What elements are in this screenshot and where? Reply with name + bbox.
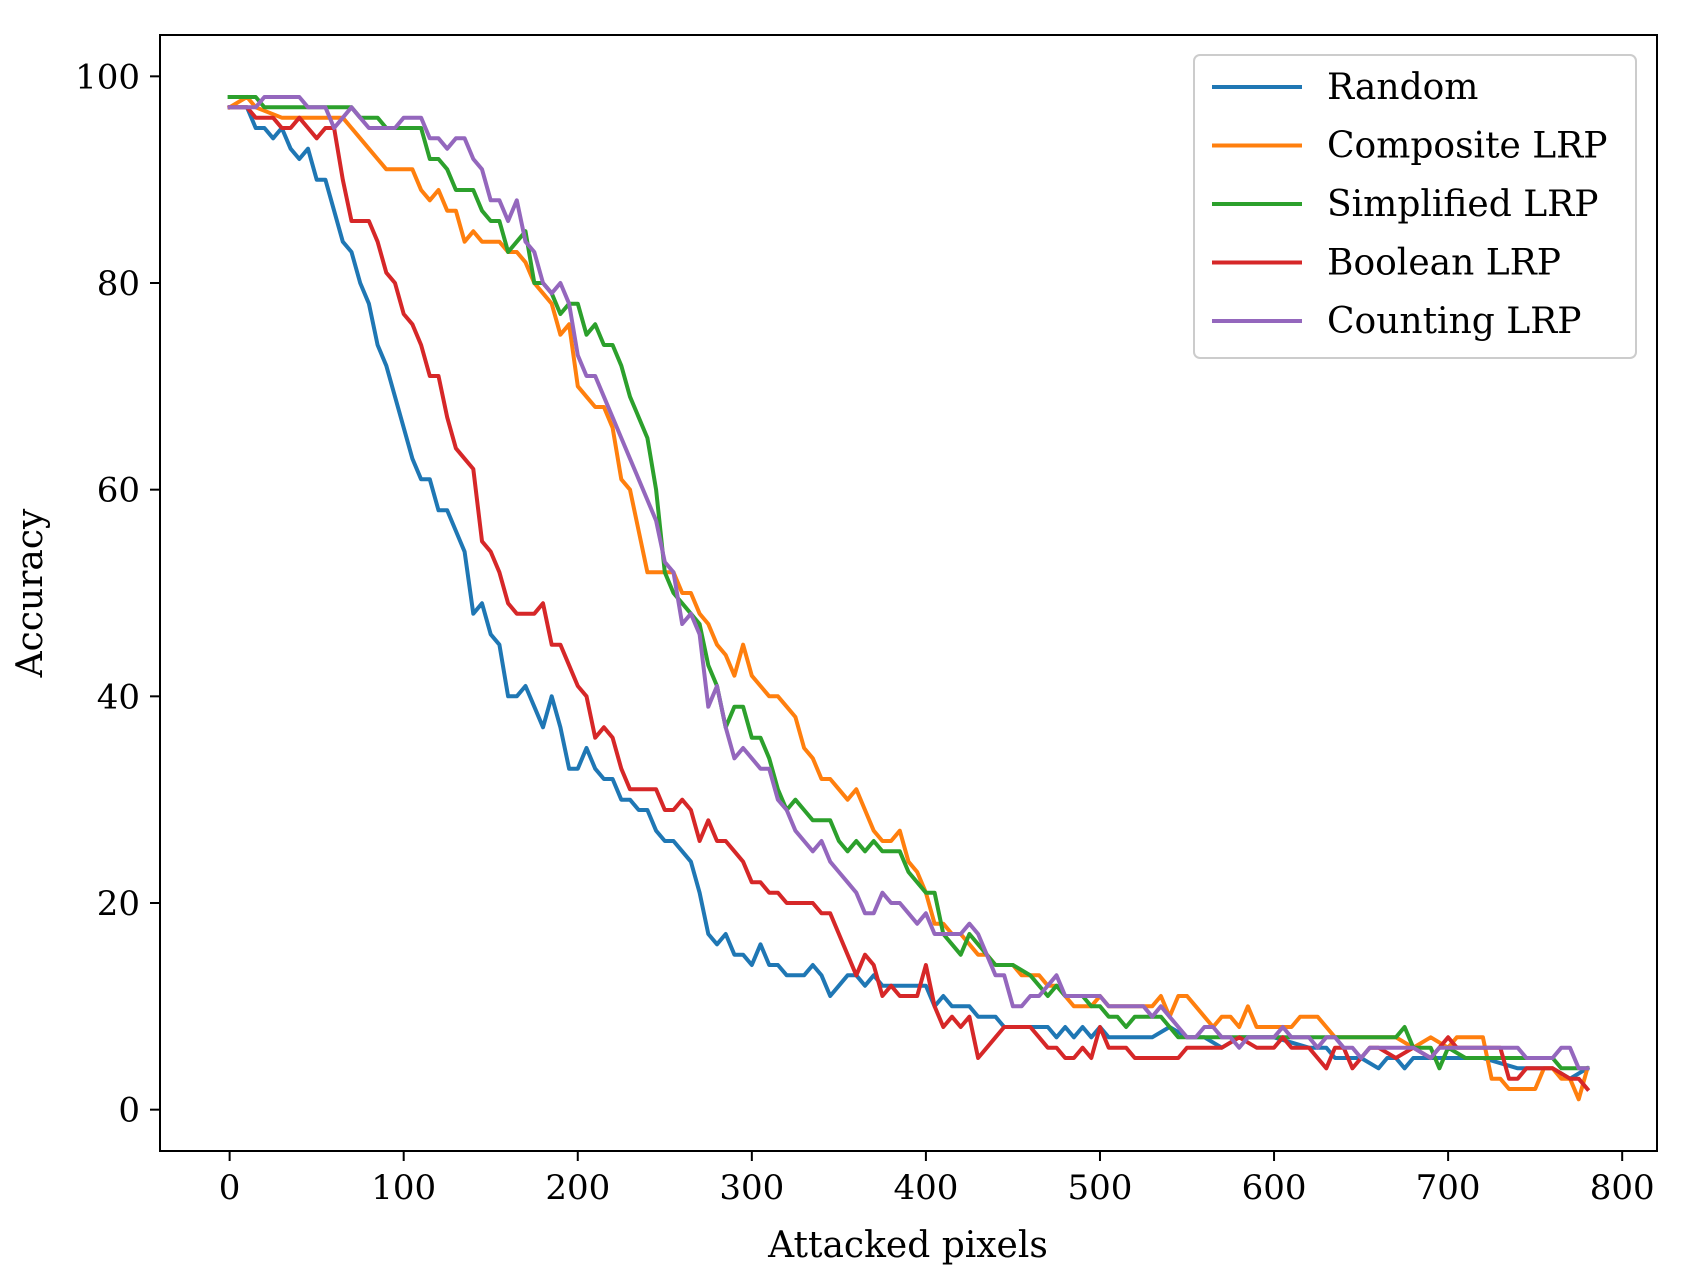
x-tick-label: 700 (1416, 1168, 1481, 1208)
legend: Random Composite LRP Simplified LRP Boolean… (1193, 54, 1637, 359)
y-tick-label: 100 (75, 57, 140, 97)
series-line-composite-lrp (226, 95, 1590, 1102)
y-tick-label: 20 (97, 884, 140, 924)
y-axis-label: Accuracy (10, 508, 51, 678)
series-line-random (227, 105, 1591, 1081)
plot-area-frame (159, 34, 1658, 1152)
y-tick-label: 60 (97, 471, 140, 511)
legend-box (1193, 54, 1637, 359)
y-tick-label: 40 (97, 677, 140, 717)
x-tick-label: 400 (893, 1168, 958, 1208)
x-tick-label: 100 (371, 1168, 436, 1208)
legend-label-composite-lrp: Composite LRP (1327, 126, 1608, 167)
series-line-counting-lrp (227, 95, 1590, 1071)
legend-label-simplified-lrp: Simplified LRP (1327, 184, 1598, 225)
legend-label-boolean-lrp: Boolean LRP (1327, 243, 1561, 284)
legend-items: Random Composite LRP Simplified LRP Boolean… (1212, 67, 1608, 342)
x-tick-label: 800 (1590, 1168, 1655, 1208)
x-tick-label: 600 (1242, 1168, 1307, 1208)
x-tick-label: 200 (545, 1168, 610, 1208)
legend-label-random: Random (1327, 67, 1478, 108)
y-tick-label: 80 (97, 264, 140, 304)
x-tick-label: 500 (1068, 1168, 1133, 1208)
legend-label-counting-lrp: Counting LRP (1327, 301, 1581, 342)
x-axis-label: Attacked pixels (767, 1225, 1048, 1266)
y-axis-ticks: 0 20 40 60 80 100 (75, 57, 160, 1131)
x-tick-label: 300 (719, 1168, 784, 1208)
x-axis-ticks: 0 100 200 300 400 500 600 700 800 (219, 1151, 1655, 1208)
y-tick-label: 0 (118, 1091, 140, 1131)
series-layer (226, 95, 1591, 1102)
series-line-boolean-lrp (227, 105, 1591, 1092)
x-tick-label: 0 (219, 1168, 241, 1208)
